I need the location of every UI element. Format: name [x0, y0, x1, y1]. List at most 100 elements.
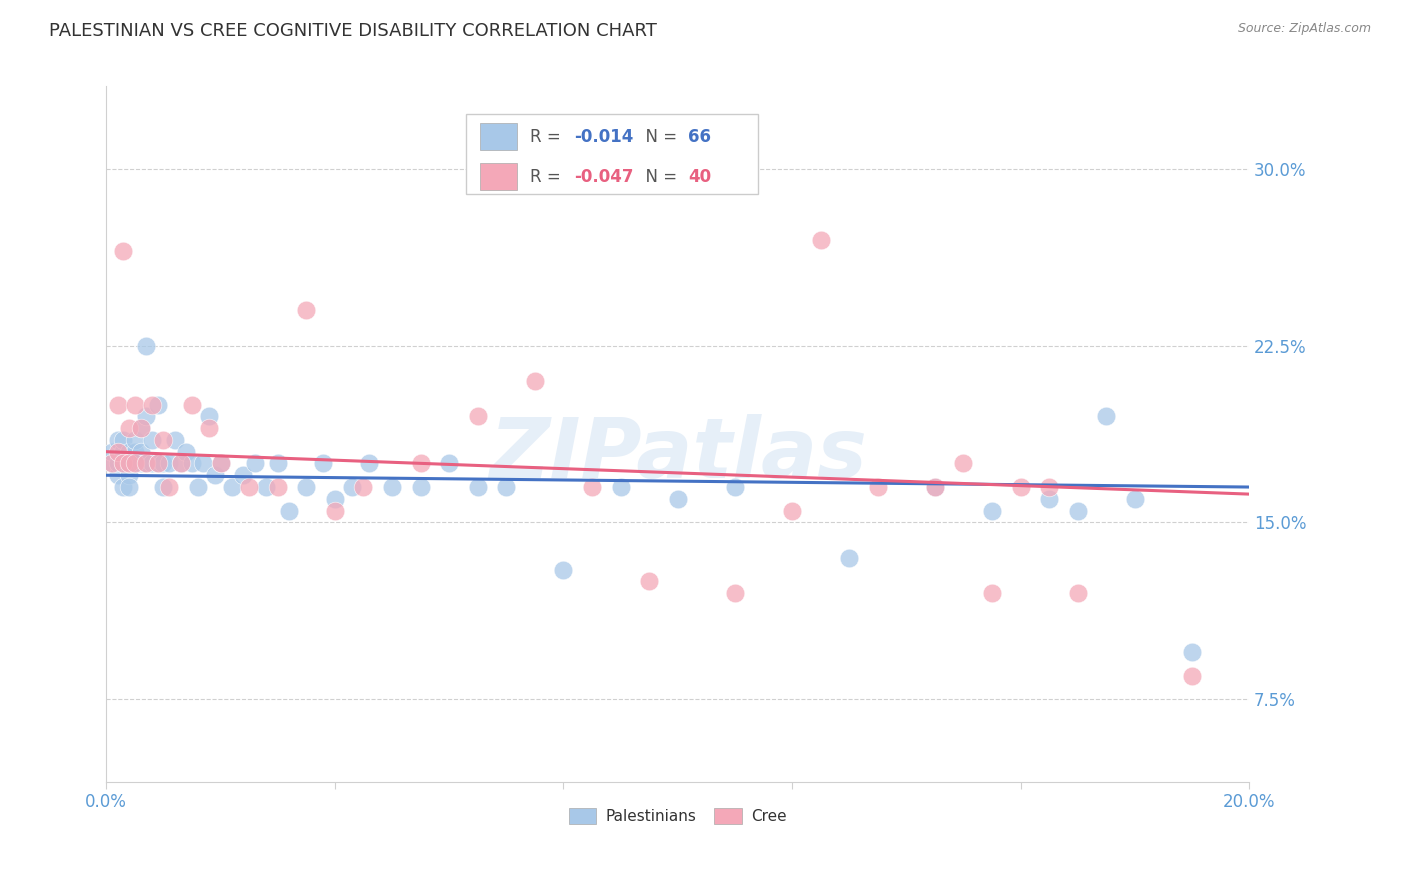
- Point: [141, 398, 163, 412]
- Point: [209, 457, 232, 471]
- Point: [312, 457, 335, 471]
- Point: [523, 374, 546, 388]
- Point: [924, 480, 946, 494]
- Point: [118, 468, 141, 483]
- Point: [467, 409, 489, 424]
- Text: 40: 40: [688, 168, 711, 186]
- Point: [437, 457, 460, 471]
- Point: [101, 457, 124, 471]
- Point: [1067, 503, 1090, 517]
- Point: [495, 480, 517, 494]
- Point: [107, 457, 129, 471]
- Point: [724, 480, 747, 494]
- Point: [129, 421, 152, 435]
- Point: [101, 444, 124, 458]
- Point: [295, 303, 318, 318]
- Point: [129, 457, 152, 471]
- FancyBboxPatch shape: [479, 162, 516, 191]
- Point: [266, 457, 288, 471]
- Point: [187, 480, 209, 494]
- Point: [1123, 491, 1146, 506]
- Point: [581, 480, 603, 494]
- Point: [112, 480, 135, 494]
- Point: [181, 398, 204, 412]
- Point: [1038, 480, 1060, 494]
- Point: [409, 457, 432, 471]
- Point: [295, 480, 318, 494]
- Point: [254, 480, 277, 494]
- Point: [323, 503, 346, 517]
- Point: [169, 457, 191, 471]
- FancyBboxPatch shape: [479, 123, 516, 151]
- Point: [129, 444, 152, 458]
- Point: [981, 586, 1004, 600]
- Point: [146, 457, 169, 471]
- Point: [124, 398, 146, 412]
- Point: [204, 468, 226, 483]
- Text: R =: R =: [530, 128, 567, 145]
- Point: [193, 457, 215, 471]
- Point: [135, 338, 157, 352]
- Text: N =: N =: [636, 168, 683, 186]
- Point: [112, 433, 135, 447]
- Point: [146, 457, 169, 471]
- Point: [638, 574, 661, 589]
- Point: [238, 480, 260, 494]
- Point: [152, 457, 174, 471]
- Point: [101, 457, 124, 471]
- Point: [221, 480, 243, 494]
- Point: [409, 480, 432, 494]
- Text: PALESTINIAN VS CREE COGNITIVE DISABILITY CORRELATION CHART: PALESTINIAN VS CREE COGNITIVE DISABILITY…: [49, 22, 657, 40]
- Text: 66: 66: [688, 128, 711, 145]
- Point: [981, 503, 1004, 517]
- Point: [553, 562, 575, 576]
- Point: [340, 480, 363, 494]
- Point: [181, 457, 204, 471]
- Point: [141, 457, 163, 471]
- Point: [1181, 645, 1204, 659]
- Point: [838, 550, 860, 565]
- Point: [107, 468, 129, 483]
- FancyBboxPatch shape: [467, 114, 758, 194]
- Point: [952, 457, 974, 471]
- Point: [107, 444, 129, 458]
- Point: [174, 444, 197, 458]
- Point: [198, 421, 221, 435]
- Text: Source: ZipAtlas.com: Source: ZipAtlas.com: [1237, 22, 1371, 36]
- Point: [924, 480, 946, 494]
- Point: [118, 421, 141, 435]
- Point: [118, 444, 141, 458]
- Text: ZIPatlas: ZIPatlas: [489, 415, 866, 495]
- Point: [232, 468, 254, 483]
- Point: [107, 398, 129, 412]
- Point: [141, 433, 163, 447]
- Point: [152, 433, 174, 447]
- Point: [135, 409, 157, 424]
- Point: [724, 586, 747, 600]
- Text: -0.014: -0.014: [574, 128, 633, 145]
- Point: [124, 457, 146, 471]
- Point: [666, 491, 689, 506]
- Point: [1181, 668, 1204, 682]
- Point: [163, 433, 186, 447]
- Point: [1067, 586, 1090, 600]
- Point: [209, 457, 232, 471]
- Point: [323, 491, 346, 506]
- Point: [118, 457, 141, 471]
- Point: [169, 457, 191, 471]
- Point: [1038, 491, 1060, 506]
- Text: -0.047: -0.047: [574, 168, 633, 186]
- Point: [135, 457, 157, 471]
- Point: [266, 480, 288, 494]
- Point: [359, 457, 381, 471]
- Legend: Palestinians, Cree: Palestinians, Cree: [560, 799, 796, 833]
- Point: [112, 457, 135, 471]
- Text: R =: R =: [530, 168, 567, 186]
- Point: [866, 480, 889, 494]
- Point: [157, 480, 180, 494]
- Text: N =: N =: [636, 128, 683, 145]
- Point: [146, 398, 169, 412]
- Point: [107, 433, 129, 447]
- Point: [118, 480, 141, 494]
- Point: [352, 480, 374, 494]
